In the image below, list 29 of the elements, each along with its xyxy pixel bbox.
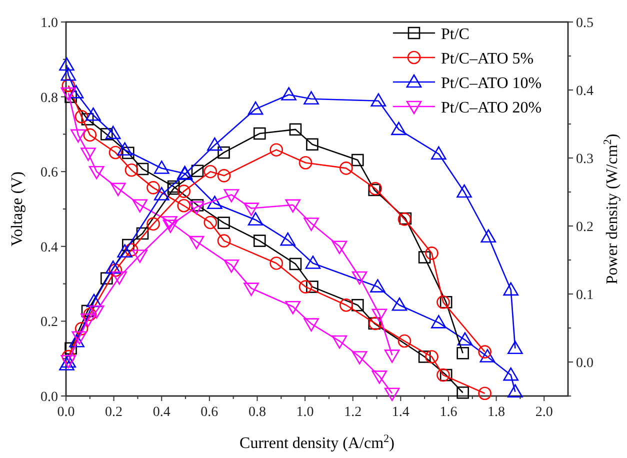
x-tick-label: 0.0 [57, 405, 75, 420]
legend-label: Pt/C–ATO 20% [441, 100, 542, 116]
y2-tick-label: 0.2 [576, 220, 594, 235]
legend-label: Pt/C [441, 26, 470, 43]
y-tick-label: 0.6 [40, 166, 58, 181]
x-tick-label: 1.2 [344, 405, 362, 420]
legend-label: Pt/C–ATO 10% [441, 75, 542, 92]
y2-tick-label: 0.1 [576, 288, 594, 303]
x-tick-label: 0.6 [200, 405, 218, 420]
y-tick-label: 0.2 [40, 315, 58, 330]
x-tick-label: 1.8 [488, 405, 506, 420]
y2-tick-label: 0.5 [576, 16, 594, 31]
legend-label: Pt/C–ATO 5% [441, 50, 534, 68]
y-axis-title: Voltage (V) [9, 172, 26, 246]
y2-tick-label: 0.4 [576, 84, 594, 99]
y-tick-label: 0.4 [40, 240, 58, 256]
x-tick-label: 1.6 [440, 405, 458, 420]
x-tick-label: 1.0 [296, 405, 314, 420]
y-tick-label: 0.8 [40, 90, 58, 106]
x-tick-label: 0.8 [248, 405, 266, 420]
x-tick-label: 0.2 [105, 405, 123, 420]
y2-tick-label: 0.0 [576, 356, 594, 371]
x-tick-label: 2.0 [535, 405, 553, 420]
y-tick-label: 1.0 [40, 16, 58, 31]
y2-tick-label: 0.3 [576, 152, 594, 167]
y-tick-label: 0.0 [40, 390, 58, 405]
x-tick-label: 1.4 [392, 405, 410, 420]
x-tick-label: 0.4 [152, 405, 170, 420]
x-axis-title: Current density (A/cm$^{2}$) [240, 433, 394, 452]
